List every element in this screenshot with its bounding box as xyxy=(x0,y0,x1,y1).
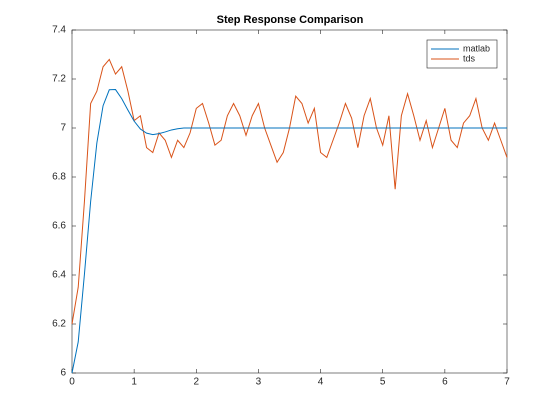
x-tick-label: 1 xyxy=(131,377,137,388)
plot-area xyxy=(71,29,508,374)
y-tick-label: 6.2 xyxy=(52,319,66,330)
x-tick-label: 0 xyxy=(69,377,75,388)
y-tick-label: 6 xyxy=(60,368,66,379)
legend-box xyxy=(426,39,498,69)
x-tick-label: 7 xyxy=(504,377,510,388)
y-tick-label: 6.4 xyxy=(52,270,66,281)
series-line xyxy=(71,89,507,374)
y-tick-label: 7.4 xyxy=(52,25,66,36)
legend-label: tds xyxy=(463,53,476,63)
x-tick-label: 5 xyxy=(380,377,386,388)
x-tick-label: 3 xyxy=(256,377,262,388)
x-tick-label: 2 xyxy=(194,377,200,388)
chart-title: Step Response Comparison xyxy=(217,14,364,26)
y-tick-label: 7.2 xyxy=(52,74,66,85)
y-tick-label: 6.8 xyxy=(52,172,66,183)
x-tick-label: 4 xyxy=(318,377,324,388)
y-tick-label: 6.6 xyxy=(52,221,66,232)
x-tick-label: 6 xyxy=(442,377,448,388)
y-tick-label: 7 xyxy=(60,123,66,134)
legend-label: matlab xyxy=(463,43,490,53)
